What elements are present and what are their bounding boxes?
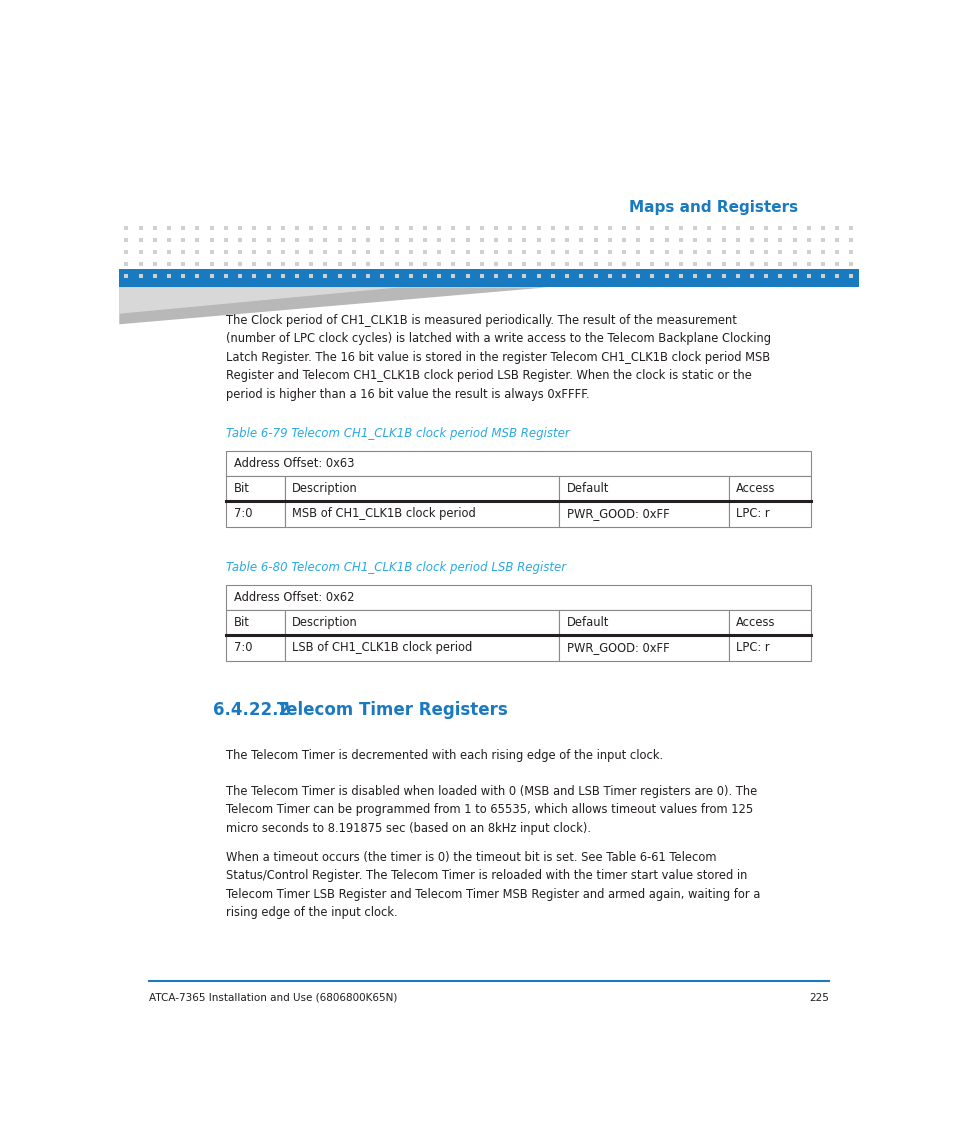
Bar xyxy=(728,500,810,527)
Bar xyxy=(728,610,810,634)
Text: Access: Access xyxy=(736,482,775,495)
Text: Access: Access xyxy=(736,616,775,629)
Bar xyxy=(728,634,810,661)
Text: Address Offset: 0x63: Address Offset: 0x63 xyxy=(233,457,354,471)
Text: The Clock period of CH1_CLK1B is measured periodically. The result of the measur: The Clock period of CH1_CLK1B is measure… xyxy=(226,314,771,401)
Bar xyxy=(285,476,558,500)
Text: Description: Description xyxy=(292,482,357,495)
Text: 7:0: 7:0 xyxy=(233,641,253,655)
Text: Table 6-80 Telecom CH1_CLK1B clock period LSB Register: Table 6-80 Telecom CH1_CLK1B clock perio… xyxy=(226,561,566,574)
Polygon shape xyxy=(119,287,547,324)
Bar xyxy=(119,269,858,287)
Bar xyxy=(226,585,810,610)
Text: LPC: r: LPC: r xyxy=(736,507,769,520)
Bar xyxy=(226,634,285,661)
Bar xyxy=(558,476,728,500)
Text: The Telecom Timer is disabled when loaded with 0 (MSB and LSB Timer registers ar: The Telecom Timer is disabled when loade… xyxy=(226,784,757,835)
Text: 225: 225 xyxy=(808,993,828,1003)
Bar xyxy=(558,610,728,634)
Text: PWR_GOOD: 0xFF: PWR_GOOD: 0xFF xyxy=(566,641,669,655)
Text: When a timeout occurs (the timer is 0) the timeout bit is set. See Table 6-61 Te: When a timeout occurs (the timer is 0) t… xyxy=(226,851,760,919)
Text: LSB of CH1_CLK1B clock period: LSB of CH1_CLK1B clock period xyxy=(292,641,472,655)
Text: Default: Default xyxy=(566,482,609,495)
Text: Table 6-79 Telecom CH1_CLK1B clock period MSB Register: Table 6-79 Telecom CH1_CLK1B clock perio… xyxy=(226,427,570,440)
Text: Telecom Timer Registers: Telecom Timer Registers xyxy=(276,701,507,719)
Bar xyxy=(285,610,558,634)
Bar xyxy=(285,634,558,661)
Text: Bit: Bit xyxy=(233,482,250,495)
Text: ATCA-7365 Installation and Use (6806800K65N): ATCA-7365 Installation and Use (6806800K… xyxy=(149,993,396,1003)
Polygon shape xyxy=(119,287,400,314)
Text: MSB of CH1_CLK1B clock period: MSB of CH1_CLK1B clock period xyxy=(292,507,476,520)
Text: Address Offset: 0x62: Address Offset: 0x62 xyxy=(233,591,354,605)
Text: Default: Default xyxy=(566,616,609,629)
Text: Maps and Registers: Maps and Registers xyxy=(628,200,797,215)
Text: Bit: Bit xyxy=(233,616,250,629)
Text: PWR_GOOD: 0xFF: PWR_GOOD: 0xFF xyxy=(566,507,669,520)
Bar xyxy=(728,476,810,500)
Bar xyxy=(226,500,285,527)
Bar xyxy=(558,500,728,527)
Text: 7:0: 7:0 xyxy=(233,507,253,520)
Bar xyxy=(226,451,810,476)
Bar xyxy=(226,610,285,634)
Text: Description: Description xyxy=(292,616,357,629)
Text: LPC: r: LPC: r xyxy=(736,641,769,655)
Bar xyxy=(226,476,285,500)
Text: The Telecom Timer is decremented with each rising edge of the input clock.: The Telecom Timer is decremented with ea… xyxy=(226,749,663,763)
Text: 6.4.22.2: 6.4.22.2 xyxy=(213,701,290,719)
Bar xyxy=(558,634,728,661)
Bar xyxy=(285,500,558,527)
